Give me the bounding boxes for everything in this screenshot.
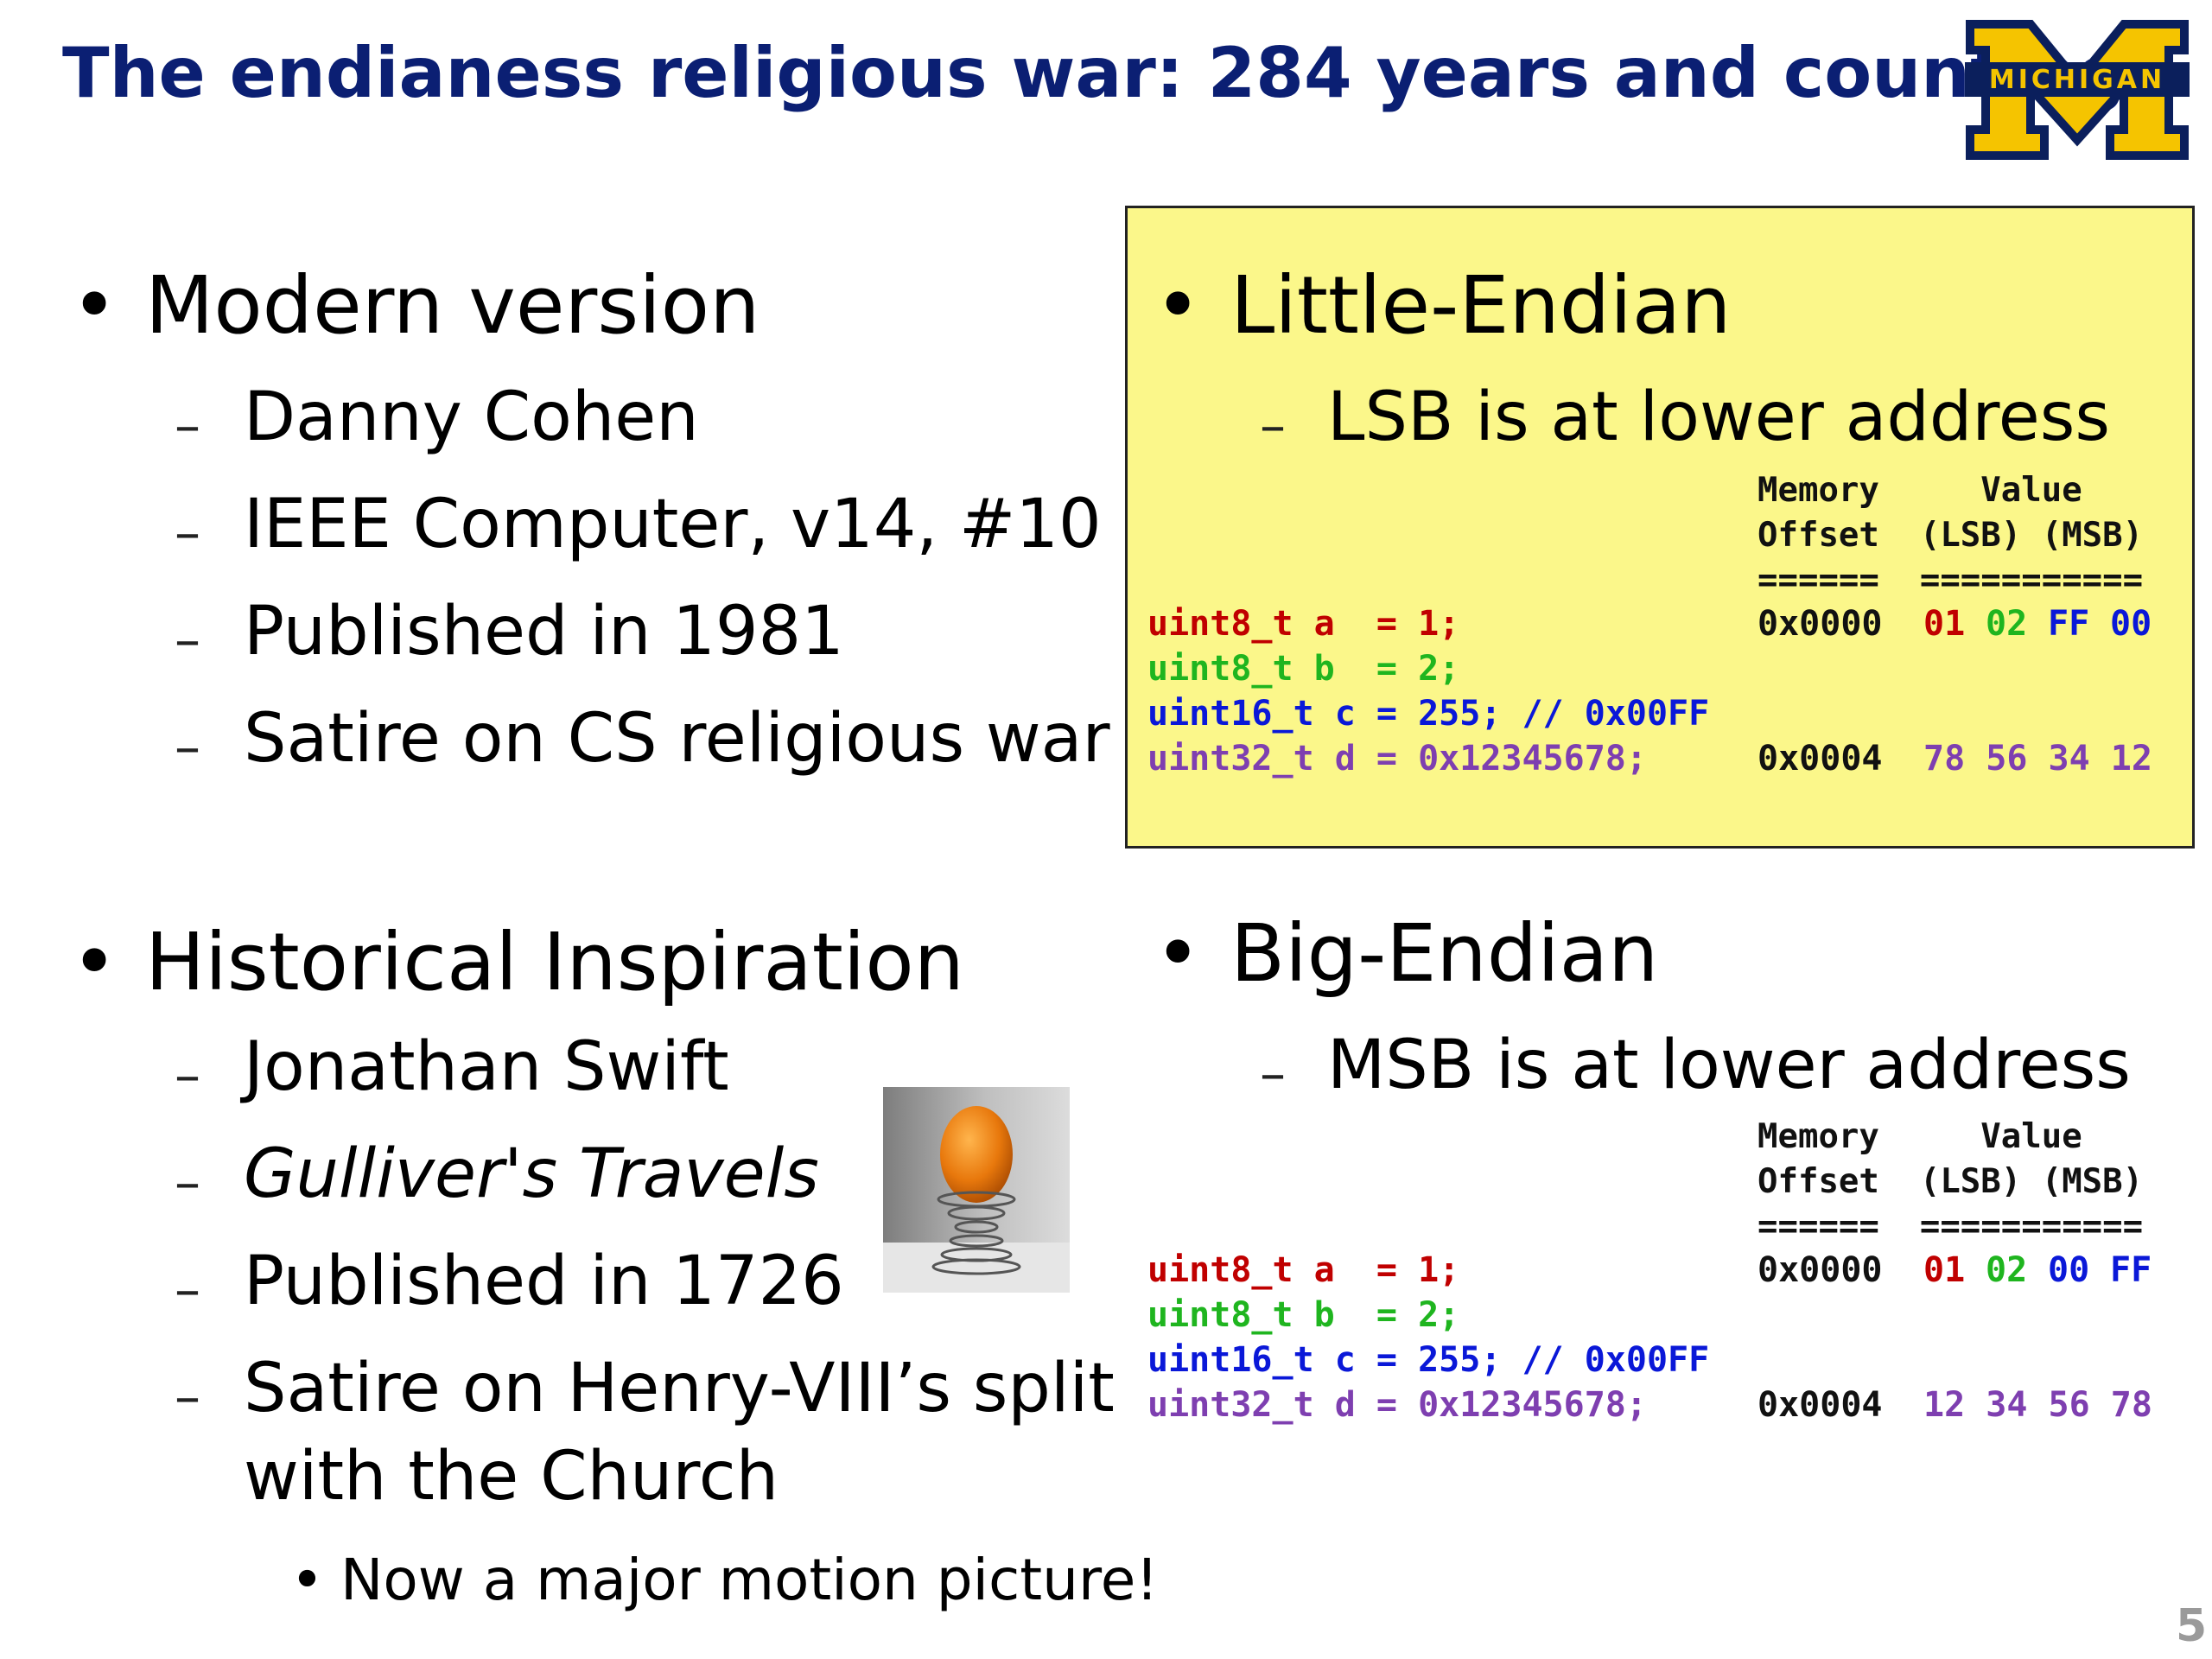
dash: – <box>175 396 200 456</box>
be-code-line: uint16_t c = 255; // 0x00FF <box>1147 1340 1710 1380</box>
be-byte: 02 <box>1986 1250 2028 1290</box>
be-row2: 12 34 56 78 <box>1923 1385 2152 1425</box>
historical-heading: Historical Inspiration <box>145 916 964 1008</box>
le-byte: 01 <box>1923 604 1966 644</box>
modern-item: Published in 1981 <box>244 593 844 671</box>
little-endian-sub: LSB is at lower address <box>1327 378 2111 456</box>
big-endian-sub: MSB is at lower address <box>1327 1027 2131 1104</box>
big-endian-heading: Big-Endian <box>1230 907 1659 1000</box>
historical-item: Satire on Henry-VIII’s split <box>244 1350 1115 1427</box>
historical-subitem: Now a major motion picture! <box>340 1547 1159 1613</box>
be-code-line: uint8_t b = 2; <box>1147 1295 1460 1335</box>
be-code-line: uint32_t d = 0x12345678; <box>1147 1385 1647 1425</box>
bullet-dot: • <box>1154 907 1202 1000</box>
le-offset: 0x0000 <box>1758 604 1883 644</box>
dash: – <box>175 1367 200 1427</box>
modern-heading: Modern version <box>145 259 760 352</box>
be-offset: 0x0000 <box>1758 1250 1883 1290</box>
dash: – <box>175 610 200 671</box>
historical-item-book: Gulliver's Travels <box>244 1135 819 1213</box>
slide-title: The endianess religious war: 284 years a… <box>62 33 2158 113</box>
dash: – <box>175 503 200 563</box>
egg-cup-image <box>883 1087 1070 1293</box>
bullet-dot: • <box>1154 259 1202 352</box>
sub-bullet-dot: • <box>290 1547 324 1613</box>
be-byte: 01 <box>1923 1250 1966 1290</box>
dash: – <box>1260 1044 1286 1104</box>
bullet-dot: • <box>71 259 118 352</box>
be-header-line: Memory Value <box>1758 1117 2082 1156</box>
modern-item: Satire on CS religious war <box>244 700 1110 778</box>
le-header-line: Memory Value <box>1758 471 2082 510</box>
historical-item: Jonathan Swift <box>244 1028 729 1106</box>
be-code-line: uint8_t a = 1; <box>1147 1250 1460 1290</box>
be-byte: 00 <box>2048 1250 2090 1290</box>
dash: – <box>175 1046 200 1106</box>
be-byte: FF <box>2110 1250 2152 1290</box>
le-code-line: uint16_t c = 255; // 0x00FF <box>1147 694 1710 734</box>
modern-item: IEEE Computer, v14, #10 <box>244 486 1102 563</box>
page-number: 5 <box>2176 1600 2208 1652</box>
modern-item: Danny Cohen <box>244 378 699 456</box>
logo-banner <box>1965 62 2190 97</box>
le-header-line: Offset (LSB) (MSB) <box>1758 516 2144 555</box>
le-code-line: uint8_t b = 2; <box>1147 649 1460 689</box>
le-byte: FF <box>2048 604 2090 644</box>
logo-text: MICHIGAN <box>1989 65 2165 95</box>
le-offset: 0x0004 <box>1758 739 1883 779</box>
dash: – <box>175 1153 200 1213</box>
be-header-line: Offset (LSB) (MSB) <box>1758 1162 2144 1201</box>
dash: – <box>175 717 200 778</box>
bullet-dot: • <box>71 916 118 1008</box>
little-endian-box <box>1125 206 2195 849</box>
historical-item: Published in 1726 <box>244 1243 844 1320</box>
le-byte: 00 <box>2110 604 2152 644</box>
be-header-line: ====== =========== <box>1758 1207 2144 1246</box>
be-offset: 0x0004 <box>1758 1385 1883 1425</box>
dash: – <box>175 1260 200 1320</box>
michigan-logo: MICHIGAN <box>1965 20 2190 160</box>
dash: – <box>1260 396 1286 456</box>
le-code-line: uint8_t a = 1; <box>1147 604 1460 644</box>
historical-item-cont: with the Church <box>244 1438 779 1516</box>
little-endian-heading: Little-Endian <box>1230 259 1732 352</box>
le-row2: 78 56 34 12 <box>1923 739 2152 779</box>
le-byte: 02 <box>1986 604 2028 644</box>
le-header-line: ====== =========== <box>1758 561 2144 600</box>
le-code-line: uint32_t d = 0x12345678; <box>1147 739 1647 779</box>
